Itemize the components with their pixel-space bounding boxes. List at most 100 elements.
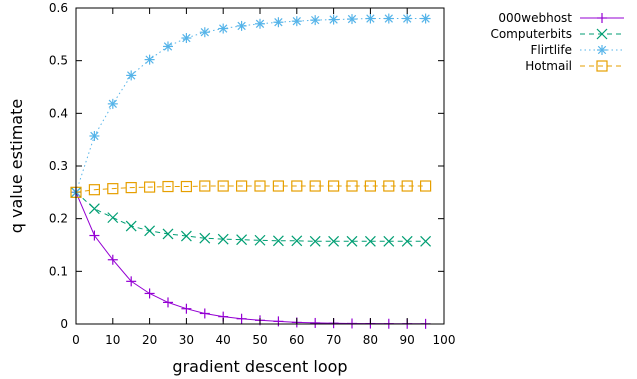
data-point-Flirtlife-5 — [89, 130, 100, 141]
data-point-Flirtlife-40 — [218, 23, 229, 34]
data-point-Flirtlife-20 — [144, 54, 155, 65]
data-point-Hotmail-50 — [254, 180, 266, 192]
data-point-Hotmail-45 — [236, 180, 248, 192]
data-point-Flirtlife-95 — [420, 13, 431, 24]
data-point-Computerbits-85 — [383, 235, 395, 247]
data-point-Flirtlife-70 — [328, 14, 339, 25]
data-point-Hotmail-40 — [217, 180, 229, 192]
x-tick-label-50: 50 — [252, 333, 267, 347]
data-point-Flirtlife-80 — [365, 13, 376, 24]
data-point-Hotmail-95 — [420, 180, 432, 192]
data-point-Hotmail-80 — [364, 180, 376, 192]
x-axis-title: gradient descent loop — [172, 357, 347, 376]
data-point-000webhost-65 — [310, 317, 321, 328]
data-point-Computerbits-70 — [328, 235, 340, 247]
data-point-Computerbits-5 — [88, 203, 100, 215]
data-point-000webhost-10 — [107, 254, 118, 265]
data-point-000webhost-35 — [199, 308, 210, 319]
data-point-Hotmail-25 — [162, 180, 174, 193]
data-point-Flirtlife-75 — [347, 14, 357, 25]
data-point-000webhost-45 — [236, 313, 247, 324]
data-point-000webhost-55 — [273, 316, 284, 327]
data-point-Computerbits-20 — [144, 225, 156, 237]
series-layer — [70, 13, 432, 329]
data-point-Flirtlife-45 — [236, 20, 247, 31]
x-tick-label-80: 80 — [363, 333, 378, 347]
y-tick-label-0.2: 0.2 — [49, 212, 68, 226]
legend-marker-000webhost — [597, 13, 607, 23]
y-tick-label-0.4: 0.4 — [49, 106, 68, 120]
x-tick-label-30: 30 — [179, 333, 194, 347]
data-point-Computerbits-80 — [364, 235, 376, 247]
legend-label-000webhost: 000webhost — [498, 11, 572, 25]
series-Hotmail — [70, 180, 432, 198]
data-point-Computerbits-10 — [107, 212, 119, 224]
data-point-000webhost-5 — [89, 230, 100, 241]
data-point-000webhost-25 — [163, 297, 173, 308]
x-tick-label-60: 60 — [289, 333, 304, 347]
data-point-Computerbits-90 — [401, 235, 413, 247]
data-point-Hotmail-35 — [199, 180, 211, 192]
data-point-Hotmail-55 — [272, 180, 284, 192]
x-tick-label-40: 40 — [216, 333, 231, 347]
y-tick-label-0.1: 0.1 — [49, 264, 68, 278]
y-axis-title: q value estimate — [7, 99, 26, 233]
legend-label-Flirtlife: Flirtlife — [531, 43, 572, 57]
data-point-Hotmail-5 — [88, 184, 101, 196]
data-point-000webhost-20 — [144, 288, 155, 299]
data-point-Flirtlife-35 — [199, 27, 210, 38]
data-point-Flirtlife-90 — [402, 13, 413, 24]
x-tick-label-70: 70 — [326, 333, 341, 347]
data-point-000webhost-75 — [347, 318, 357, 329]
data-point-Computerbits-95 — [420, 235, 432, 247]
data-point-000webhost-30 — [181, 303, 192, 314]
data-point-Hotmail-75 — [346, 180, 358, 192]
data-point-Computerbits-55 — [272, 235, 284, 247]
data-point-Computerbits-60 — [291, 235, 303, 247]
y-tick-label-0.5: 0.5 — [49, 54, 68, 68]
data-point-Hotmail-65 — [309, 180, 321, 192]
data-point-Flirtlife-65 — [310, 15, 321, 26]
data-point-Computerbits-15 — [125, 220, 137, 232]
data-point-Computerbits-45 — [236, 234, 248, 246]
legend-marker-Flirtlife — [597, 45, 607, 55]
x-tick-label-10: 10 — [105, 333, 120, 347]
data-point-Computerbits-75 — [346, 235, 358, 247]
data-point-Computerbits-40 — [217, 233, 229, 245]
data-point-Hotmail-20 — [144, 181, 156, 193]
series-line-Hotmail — [75, 185, 426, 193]
x-tick-label-20: 20 — [142, 333, 157, 347]
data-point-Hotmail-60 — [291, 180, 303, 192]
legend: 000webhost Computerbits Flirtlife Hotmail — [490, 11, 624, 73]
data-point-Hotmail-85 — [383, 180, 395, 192]
ticks-layer: 0 10 20 30 40 50 60 70 80 90 100 0 0.1 0.2 0.3 0.4 0.5 0.… — [49, 1, 456, 347]
x-tick-label-100: 100 — [433, 333, 456, 347]
data-point-Flirtlife-60 — [291, 16, 302, 27]
legend-marker-Hotmail — [596, 60, 608, 72]
legend-label-Hotmail: Hotmail — [525, 59, 572, 73]
series-Flirtlife — [71, 13, 431, 198]
y-tick-label-0.6: 0.6 — [49, 1, 68, 15]
data-point-Flirtlife-85 — [383, 13, 394, 24]
x-tick-label-90: 90 — [400, 333, 415, 347]
y-tick-label-0.3: 0.3 — [49, 159, 68, 173]
data-point-Computerbits-35 — [199, 232, 211, 244]
data-point-000webhost-15 — [126, 276, 137, 287]
y-tick-label-0: 0 — [60, 317, 68, 331]
data-point-Hotmail-90 — [401, 180, 413, 192]
data-point-Flirtlife-55 — [273, 17, 284, 28]
data-point-Flirtlife-50 — [255, 18, 265, 29]
data-point-Hotmail-70 — [328, 180, 340, 192]
data-point-Hotmail-15 — [125, 181, 137, 194]
data-point-Flirtlife-25 — [163, 41, 173, 52]
data-point-Computerbits-65 — [309, 235, 321, 247]
data-point-Flirtlife-10 — [107, 98, 118, 109]
x-tick-label-0: 0 — [72, 333, 80, 347]
data-point-Hotmail-30 — [180, 180, 192, 193]
data-point-Computerbits-30 — [180, 230, 192, 242]
data-point-Computerbits-50 — [254, 234, 266, 246]
data-point-Flirtlife-15 — [126, 70, 137, 81]
data-point-Flirtlife-30 — [181, 33, 192, 44]
legend-label-Computerbits: Computerbits — [490, 27, 572, 41]
